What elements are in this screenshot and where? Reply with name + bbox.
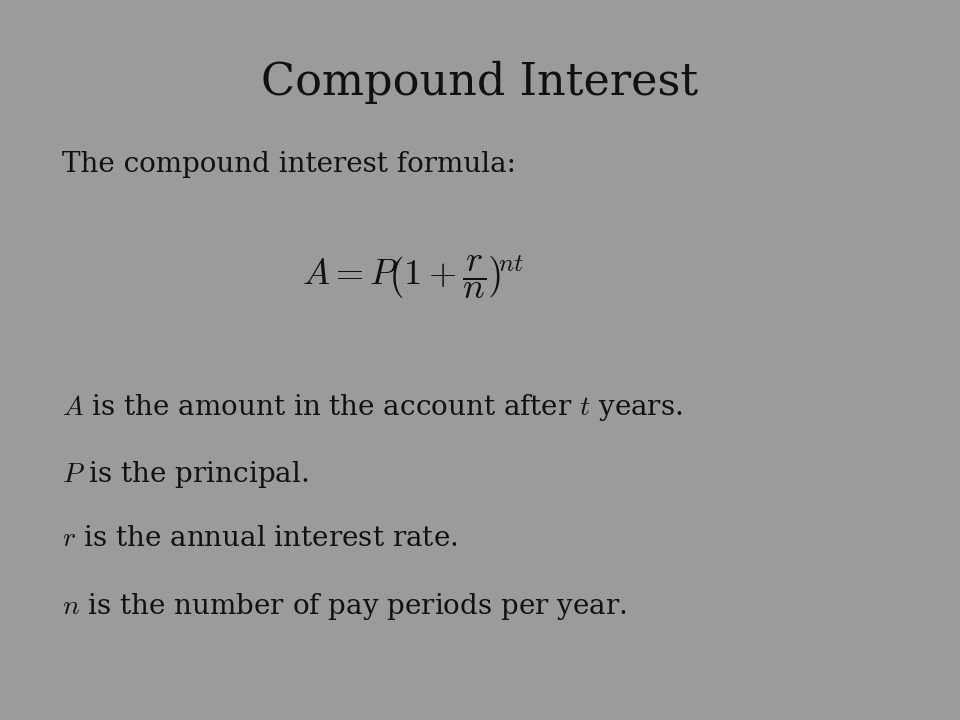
Text: $r$ is the annual interest rate.: $r$ is the annual interest rate. <box>62 525 458 552</box>
Text: $A$ is the amount in the account after $t$ years.: $A$ is the amount in the account after $… <box>62 392 684 423</box>
Text: The compound interest formula:: The compound interest formula: <box>62 151 516 178</box>
Text: $A = P\!\left(1+\dfrac{r}{n}\right)^{\!\!nt}$: $A = P\!\left(1+\dfrac{r}{n}\right)^{\!\… <box>301 253 524 301</box>
Text: $n$ is the number of pay periods per year.: $n$ is the number of pay periods per yea… <box>62 591 627 622</box>
Text: Compound Interest: Compound Interest <box>261 61 699 104</box>
Text: $P$ is the principal.: $P$ is the principal. <box>62 459 309 490</box>
